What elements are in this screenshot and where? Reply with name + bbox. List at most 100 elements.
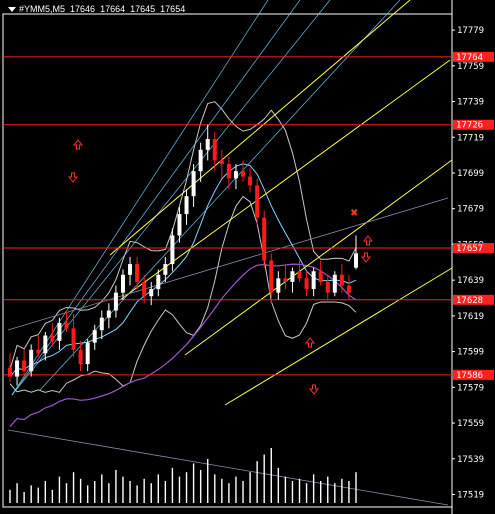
candle-body[interactable]: [15, 360, 20, 377]
candle-body[interactable]: [106, 310, 111, 318]
cross-marker-icon: ✖: [350, 208, 358, 219]
candle-body[interactable]: [276, 278, 281, 293]
candle-body[interactable]: [248, 176, 253, 186]
ohlc-close: 17654: [160, 4, 186, 14]
price-tick-label: 17679: [457, 205, 484, 215]
candle-body[interactable]: [149, 289, 154, 297]
price-tick-label: 17519: [457, 490, 484, 500]
candle-body[interactable]: [191, 171, 196, 197]
candle-body[interactable]: [346, 285, 351, 293]
candle-body[interactable]: [325, 281, 330, 293]
candle-body[interactable]: [177, 214, 182, 236]
candle-body[interactable]: [332, 274, 337, 293]
candle-body[interactable]: [290, 271, 295, 282]
price-level-label: 17628: [456, 296, 483, 306]
candle-body[interactable]: [226, 164, 231, 179]
price-level-tag: [453, 51, 494, 62]
candle-body[interactable]: [283, 278, 288, 282]
fan-line: [11, 0, 331, 396]
candle-body[interactable]: [29, 349, 34, 372]
middle-band-line: [9, 163, 357, 377]
candle-body[interactable]: [304, 278, 309, 290]
candle-body[interactable]: [198, 149, 203, 172]
candle-body[interactable]: [99, 317, 104, 331]
candle-body[interactable]: [78, 349, 83, 365]
candle-body[interactable]: [241, 171, 246, 177]
price-level-label: 17586: [456, 371, 483, 381]
candle-body[interactable]: [57, 323, 62, 341]
down-arrow-icon: [360, 252, 372, 263]
candle-body[interactable]: [142, 281, 147, 297]
candle-body[interactable]: [71, 328, 76, 350]
candle-body[interactable]: [170, 235, 175, 265]
price-level-tag: [453, 369, 494, 380]
price-tick-label: 17719: [457, 133, 484, 143]
candle-body[interactable]: [297, 271, 302, 279]
candle-body[interactable]: [354, 253, 358, 268]
price-tick-label: 17559: [457, 419, 484, 429]
chevron-down-icon[interactable]: [8, 7, 16, 13]
price-level-tag: [453, 119, 494, 130]
down-arrow-icon: [67, 172, 79, 183]
price-tick-label: 17599: [457, 348, 484, 358]
candle-body[interactable]: [339, 274, 344, 286]
candle-body[interactable]: [128, 264, 133, 275]
candle-body[interactable]: [8, 367, 12, 377]
candle-body[interactable]: [135, 264, 140, 282]
lower-band-line: [9, 195, 357, 393]
price-tick-label: 17639: [457, 276, 484, 286]
candle-body[interactable]: [36, 349, 41, 354]
up-arrow-icon: [304, 337, 316, 348]
up-arrow-icon: [72, 139, 84, 150]
channel-line: [119, 59, 451, 301]
price-tick-label: 17759: [457, 62, 484, 72]
plot-frame: [2, 13, 453, 508]
ohlc-low: 17645: [130, 4, 156, 14]
candle-body[interactable]: [255, 185, 260, 218]
chart-header: #YMM5,M5 17646 17664 17645 17654: [8, 4, 185, 14]
price-tick-label: 17579: [457, 383, 484, 393]
candle-body[interactable]: [92, 330, 97, 343]
ohlc-high: 17664: [100, 4, 126, 14]
candle-body[interactable]: [163, 264, 168, 275]
price-level-tag: [453, 294, 494, 305]
candle-body[interactable]: [212, 139, 217, 161]
candle-body[interactable]: [311, 271, 316, 290]
symbol-label: #YMM5,M5: [19, 4, 66, 14]
price-tick-label: 17539: [457, 455, 484, 465]
price-tick-label: 17619: [457, 312, 484, 322]
price-tick-label: 17699: [457, 169, 484, 179]
fan-line: [11, 0, 269, 396]
candle-body[interactable]: [156, 274, 161, 290]
candle-body[interactable]: [85, 342, 90, 365]
trend-line: [7, 429, 449, 506]
price-tick-label: 17739: [457, 98, 484, 108]
ohlc-open: 17646: [70, 4, 96, 14]
candle-body[interactable]: [318, 271, 323, 282]
candle-body[interactable]: [50, 335, 55, 341]
candle-body[interactable]: [219, 160, 224, 165]
candle-body[interactable]: [205, 139, 210, 150]
channel-line: [224, 267, 453, 406]
candle-body[interactable]: [120, 274, 125, 293]
candle-body[interactable]: [233, 171, 238, 179]
candle-body[interactable]: [262, 217, 267, 261]
price-level-label: 17726: [456, 121, 483, 131]
channel-line: [109, 0, 411, 256]
up-arrow-icon: [362, 235, 374, 246]
candle-body[interactable]: [43, 335, 48, 354]
down-arrow-icon: [308, 384, 320, 395]
moving-average-line: [9, 263, 357, 428]
price-level-label: 17657: [456, 244, 483, 254]
channel-line: [184, 159, 453, 356]
candle-body[interactable]: [22, 360, 27, 372]
candle-body[interactable]: [64, 323, 69, 329]
price-level-tag: [453, 242, 494, 253]
candle-body[interactable]: [269, 260, 274, 293]
candle-body[interactable]: [184, 196, 189, 215]
trend-line: [7, 197, 449, 331]
price-tick-label: 17779: [457, 26, 484, 36]
candle-body[interactable]: [113, 292, 118, 311]
